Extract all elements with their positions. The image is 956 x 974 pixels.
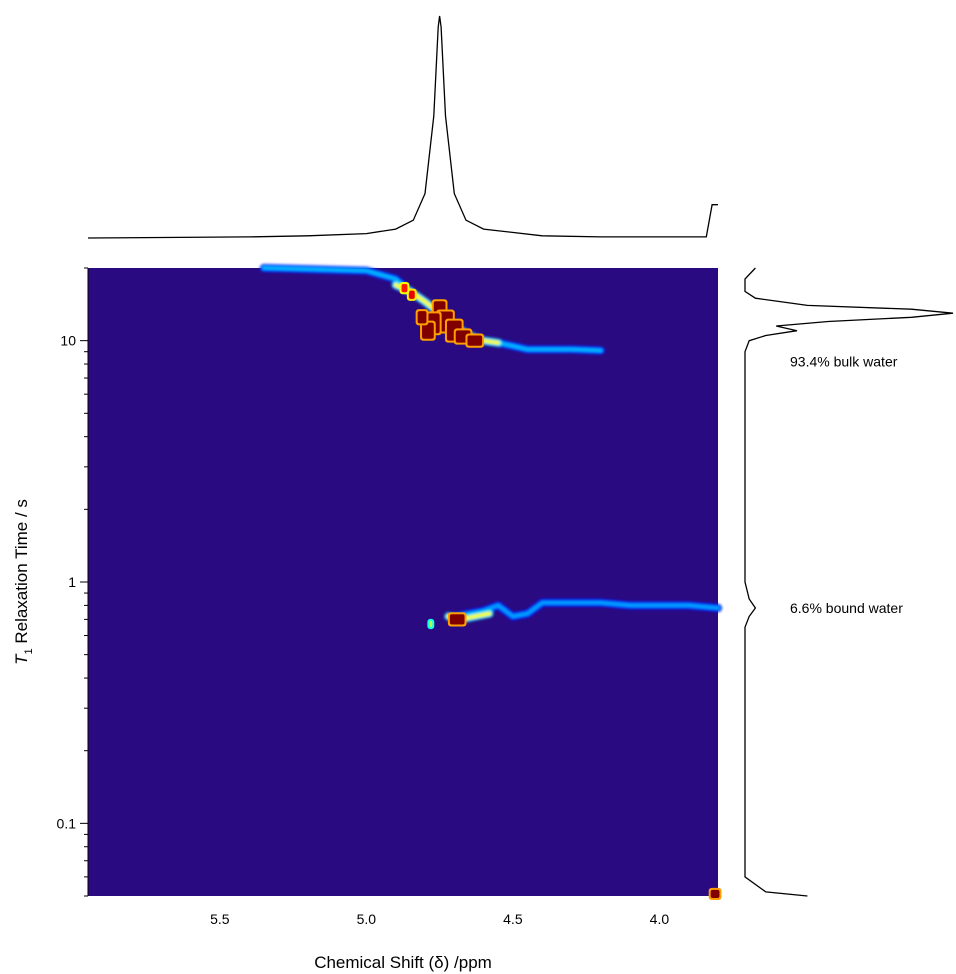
hotspot-7 <box>417 311 427 324</box>
x-tick-label: 4.0 <box>650 911 670 927</box>
x-axis: 5.5 5.0 4.5 4.0 <box>210 911 669 927</box>
y-axis-title-subscript: 1 <box>23 648 35 654</box>
y-axis-title: T1 Relaxation Time / s <box>12 499 35 665</box>
y-axis-title-text: Relaxation Time / s <box>12 499 31 648</box>
right-projection-distribution <box>744 267 954 897</box>
y-axis: 0.1 1 10 <box>57 267 89 897</box>
x-tick-label: 5.5 <box>210 911 230 927</box>
trace-bound <box>452 600 720 619</box>
hotspot-11 <box>429 620 433 628</box>
top-projection-spectrum <box>87 15 718 239</box>
heatmap-hotspots <box>399 282 722 901</box>
heatmap-background <box>88 268 718 896</box>
y-tick-label: 10 <box>60 333 76 349</box>
hotspot-4 <box>422 322 434 339</box>
y-axis-title-symbol: T <box>12 653 31 665</box>
heatmap <box>88 264 722 901</box>
x-axis-title: Chemical Shift (δ) /ppm <box>314 953 492 972</box>
hotspot-8 <box>408 290 415 299</box>
hotspot-10 <box>449 614 465 625</box>
hotspot-9 <box>401 284 408 293</box>
x-tick-label: 5.0 <box>357 911 377 927</box>
x-tick-label: 4.5 <box>503 911 523 927</box>
annotation-bound-water: 6.6% bound water <box>790 600 903 616</box>
hotspot-6 <box>467 335 483 346</box>
y-tick-label: 0.1 <box>57 815 77 831</box>
annotation-bulk-water: 93.4% bulk water <box>790 353 898 369</box>
hotspot-12 <box>710 889 720 899</box>
y-tick-label: 1 <box>68 574 76 590</box>
